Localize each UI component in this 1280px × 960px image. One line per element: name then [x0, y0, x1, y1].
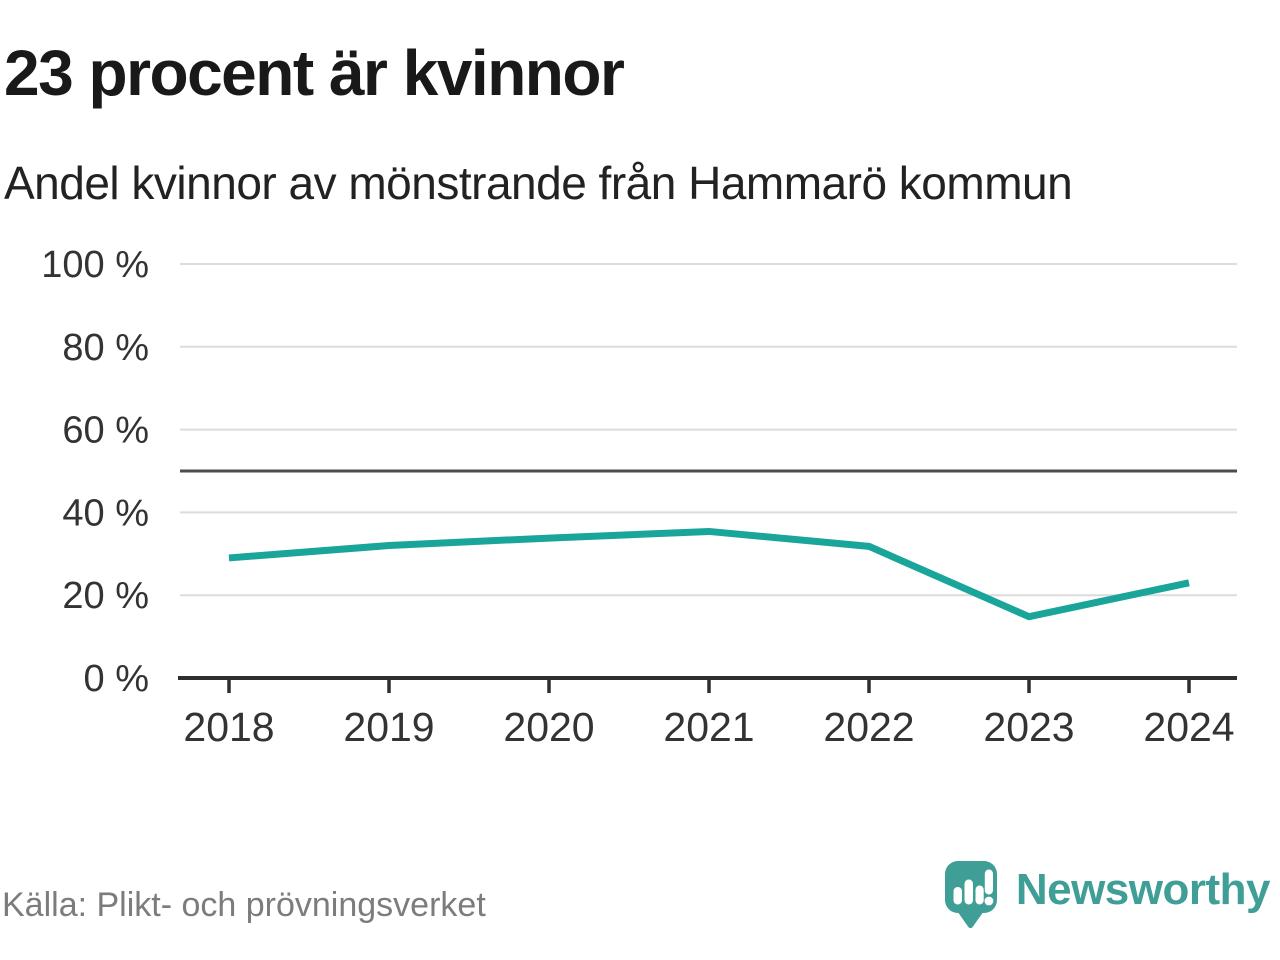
data-line-andel-kvinnor	[228, 527, 1190, 621]
brand-footer: Newsworthy	[944, 860, 1271, 930]
y-axis-label-0: 0 %	[84, 658, 149, 700]
x-axis-label-2022: 2022	[823, 704, 914, 750]
x-axis-label-2020: 2020	[503, 704, 594, 750]
chart-subtitle: Andel kvinnor av mönstrande från Hammarö…	[4, 157, 1073, 209]
y-axis-label-100: 100 %	[41, 244, 149, 286]
x-axis-label-2023: 2023	[983, 704, 1074, 750]
y-axis-label-80: 80 %	[62, 327, 149, 369]
x-axis-label-2021: 2021	[663, 704, 754, 750]
y-axis-label-40: 40 %	[62, 492, 149, 534]
y-axis-label-20: 20 %	[62, 575, 149, 617]
y-axis-label-60: 60 %	[62, 410, 149, 452]
chart-title: 23 procent är kvinnor	[4, 37, 625, 109]
x-axis-label-2019: 2019	[343, 704, 434, 750]
x-axis-label-2024: 2024	[1143, 704, 1234, 750]
source-note: Källa: Plikt- och prövningsverket	[2, 886, 486, 924]
x-axis-label-2018: 2018	[183, 704, 274, 750]
newsworthy-logo-icon	[944, 861, 997, 928]
line-chart: 0 % 20 % 40 % 60 % 80 % 100 % 2018 2019 2020 2021…	[41, 244, 1237, 750]
brand-wordmark: Newsworthy	[1015, 865, 1271, 914]
